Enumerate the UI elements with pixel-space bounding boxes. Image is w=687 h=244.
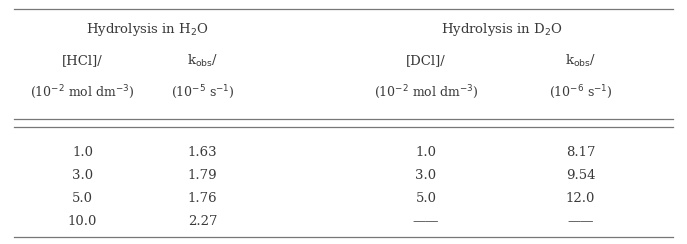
Text: 1.76: 1.76 (188, 192, 218, 205)
Text: 1.0: 1.0 (72, 146, 93, 159)
Text: k$_{\mathrm{obs}}$/: k$_{\mathrm{obs}}$/ (187, 53, 218, 69)
Text: ——: —— (567, 215, 594, 228)
Text: 9.54: 9.54 (566, 169, 595, 182)
Text: 3.0: 3.0 (416, 169, 436, 182)
Text: [HCl]/: [HCl]/ (62, 54, 103, 68)
Text: ——: —— (413, 215, 439, 228)
Text: [DCl]/: [DCl]/ (406, 54, 446, 68)
Text: 5.0: 5.0 (416, 192, 436, 205)
Text: 2.27: 2.27 (188, 215, 217, 228)
Text: 1.0: 1.0 (416, 146, 436, 159)
Text: 5.0: 5.0 (72, 192, 93, 205)
Text: 1.63: 1.63 (188, 146, 218, 159)
Text: Hydrolysis in H$_2$O: Hydrolysis in H$_2$O (87, 21, 209, 38)
Text: 3.0: 3.0 (72, 169, 93, 182)
Text: Hydrolysis in D$_2$O: Hydrolysis in D$_2$O (440, 21, 563, 38)
Text: 12.0: 12.0 (566, 192, 595, 205)
Text: (10$^{-2}$ mol dm$^{-3}$): (10$^{-2}$ mol dm$^{-3}$) (30, 84, 135, 102)
Text: 10.0: 10.0 (68, 215, 97, 228)
Text: 1.79: 1.79 (188, 169, 218, 182)
Text: (10$^{-2}$ mol dm$^{-3}$): (10$^{-2}$ mol dm$^{-3}$) (374, 84, 478, 102)
Text: 8.17: 8.17 (566, 146, 595, 159)
Text: (10$^{-5}$ s$^{-1}$): (10$^{-5}$ s$^{-1}$) (171, 84, 234, 102)
Text: k$_{\mathrm{obs}}$/: k$_{\mathrm{obs}}$/ (565, 53, 596, 69)
Text: (10$^{-6}$ s$^{-1}$): (10$^{-6}$ s$^{-1}$) (549, 84, 612, 102)
